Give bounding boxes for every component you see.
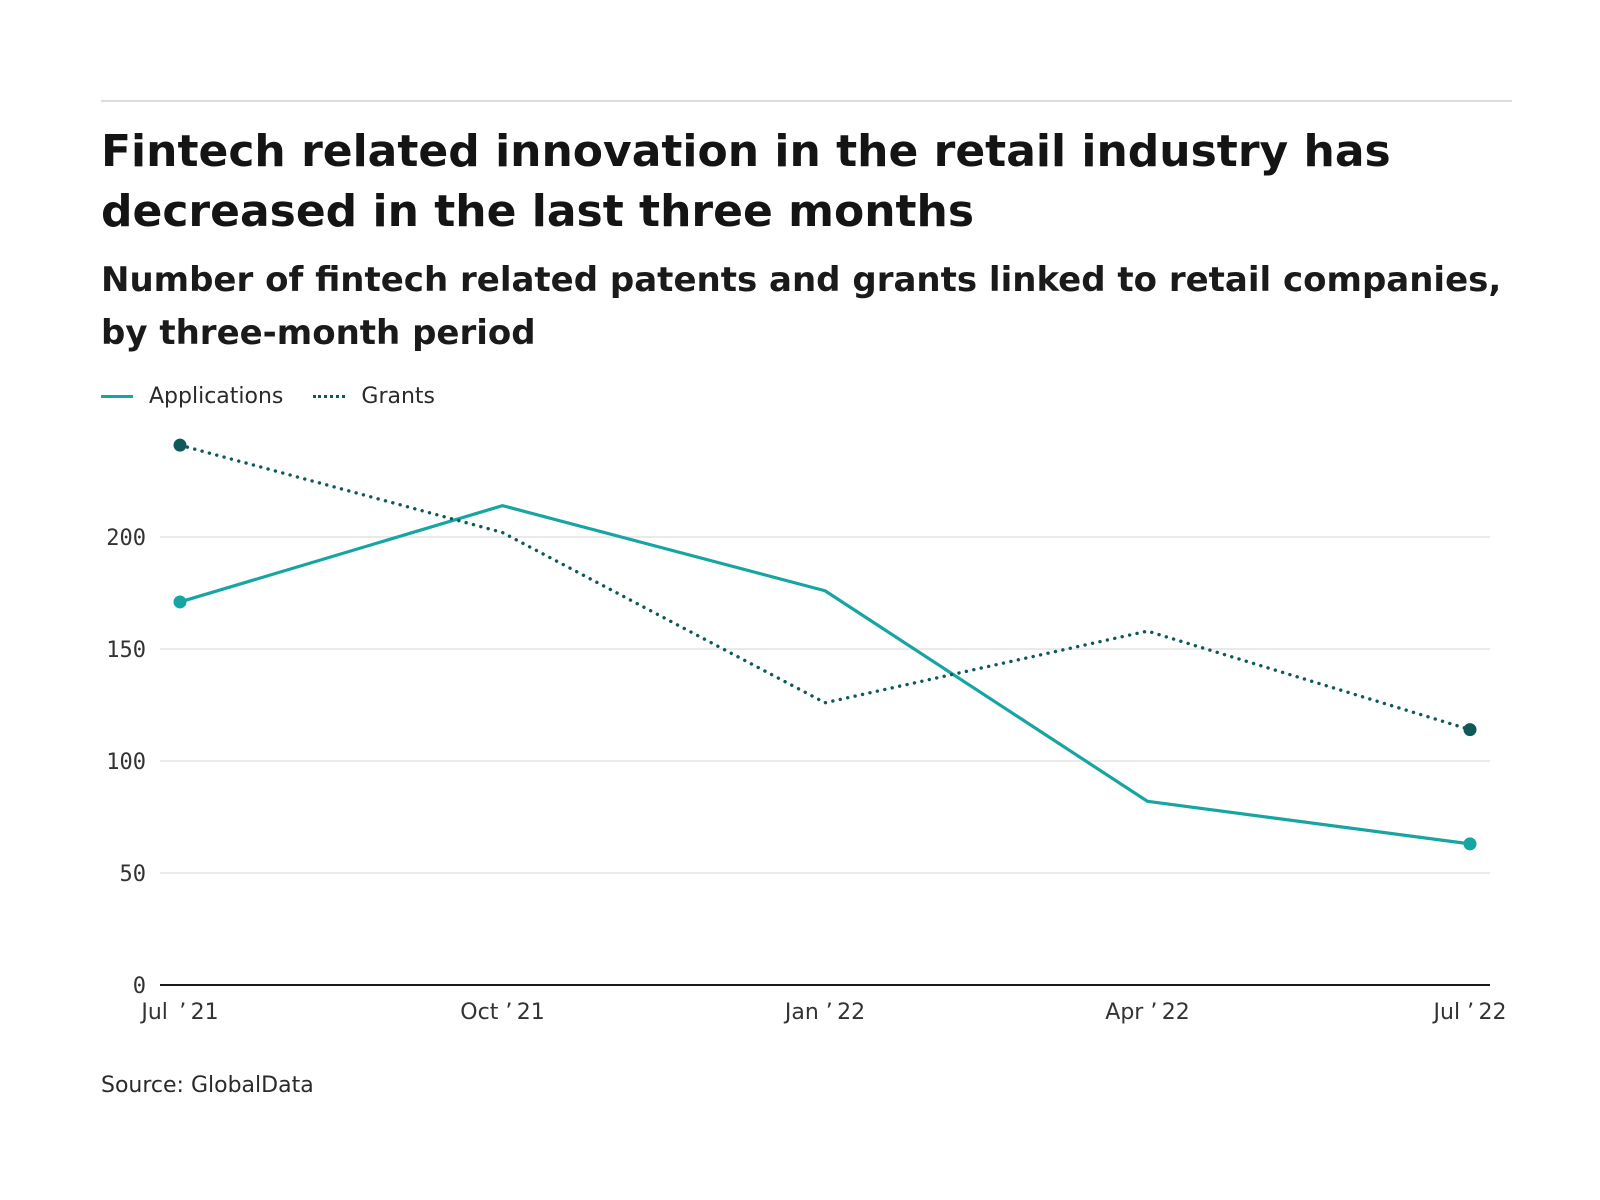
top-divider: [101, 100, 1512, 102]
legend-swatch-grants: [313, 394, 346, 398]
y-tick-label-200: 200: [106, 526, 146, 551]
data-point-grants-4: [1463, 723, 1477, 737]
y-tick-label-100: 100: [106, 750, 146, 775]
x-tick-label-0: Jul ’ 21: [139, 1000, 218, 1025]
x-tick-label-1: Oct ’ 21: [460, 1000, 544, 1025]
legend-swatch-applications: [101, 394, 133, 398]
legend-item-grants: Grants: [313, 384, 435, 409]
x-tick-label-4: Jul ’ 22: [1432, 1000, 1507, 1025]
legend: Applications Grants: [101, 381, 465, 411]
data-point-applications-0: [173, 595, 187, 609]
y-tick-label-0: 0: [133, 974, 146, 999]
y-tick-label-150: 150: [106, 638, 146, 663]
legend-item-applications: Applications: [101, 384, 283, 409]
data-point-grants-0: [173, 438, 187, 452]
legend-label-applications: Applications: [149, 383, 284, 409]
series-points: [173, 438, 1477, 851]
series-lines: [178, 443, 1472, 846]
x-axis-ticks: Jul ’ 21 Oct ’ 21 Jan ’ 22 Apr ’ 22 Jul ’ 22: [139, 1000, 1506, 1025]
y-tick-label-50: 50: [120, 862, 147, 887]
chart-subtitle: Number of fintech related patents and gr…: [101, 260, 1502, 353]
legend-label-grants: Grants: [361, 383, 435, 409]
gridlines: [160, 536, 1490, 874]
x-tick-label-3: Apr ’ 22: [1105, 1000, 1189, 1025]
series-line-applications: [178, 504, 1472, 846]
source-note: Source: GlobalData: [101, 1073, 314, 1098]
y-axis-ticks: 0 50 100 150 200: [106, 526, 146, 999]
chart-title: Fintech related innovation in the retail…: [101, 126, 1391, 237]
x-tick-label-2: Jan ’ 22: [783, 1000, 865, 1025]
data-point-applications-4: [1463, 837, 1477, 851]
series-line-grants: [178, 443, 1472, 732]
